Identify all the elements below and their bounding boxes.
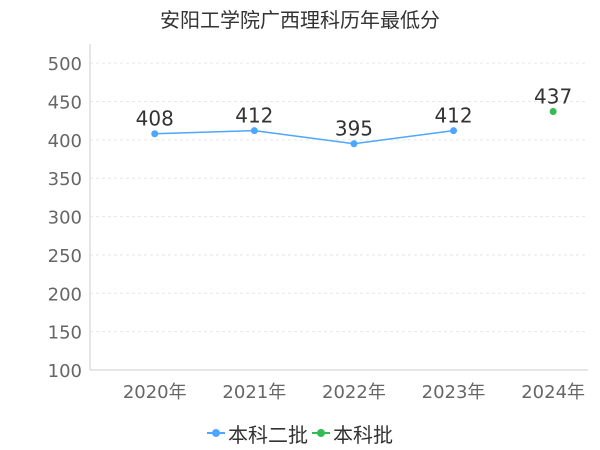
line-chart: 100 150 200 250 300 350 400 450 500 2020年 2021年 202…	[48, 44, 588, 403]
legend-marker-icon	[312, 429, 330, 437]
x-tick-label: 2023年	[422, 382, 486, 403]
data-point	[151, 130, 159, 138]
x-tick-label: 2022年	[322, 382, 386, 403]
y-tick-label: 400	[48, 131, 82, 152]
y-tick-label: 500	[48, 54, 82, 75]
series-line	[154, 129, 454, 145]
y-tick-label: 450	[48, 93, 82, 114]
chart-title: 安阳工学院广西理科历年最低分	[160, 8, 440, 32]
x-tick-label: 2020年	[123, 382, 187, 403]
legend-item[interactable]: 本科二批	[207, 419, 308, 448]
data-label: 437	[534, 85, 572, 109]
data-label: 412	[434, 104, 472, 128]
legend-marker-icon	[207, 429, 225, 437]
y-tick-label: 150	[48, 323, 82, 344]
legend-label: 本科批	[333, 422, 393, 447]
legend-item[interactable]: 本科批	[312, 419, 393, 448]
data-label: 395	[335, 117, 373, 141]
x-tick-label: 2024年	[521, 382, 585, 403]
data-label: 408	[136, 107, 174, 131]
y-tick-label: 200	[48, 284, 82, 305]
y-tick-label: 100	[48, 361, 82, 382]
data-point	[549, 108, 557, 116]
y-tick-label: 350	[48, 169, 82, 190]
x-tick-label: 2021年	[222, 382, 286, 403]
y-tick-label: 250	[48, 246, 82, 267]
legend: 本科二批 本科批	[0, 419, 600, 448]
data-point	[250, 127, 258, 135]
data-label: 412	[235, 104, 273, 128]
data-point	[450, 127, 458, 135]
data-point	[350, 140, 358, 148]
legend-label: 本科二批	[228, 422, 308, 447]
y-tick-label: 300	[48, 208, 82, 229]
